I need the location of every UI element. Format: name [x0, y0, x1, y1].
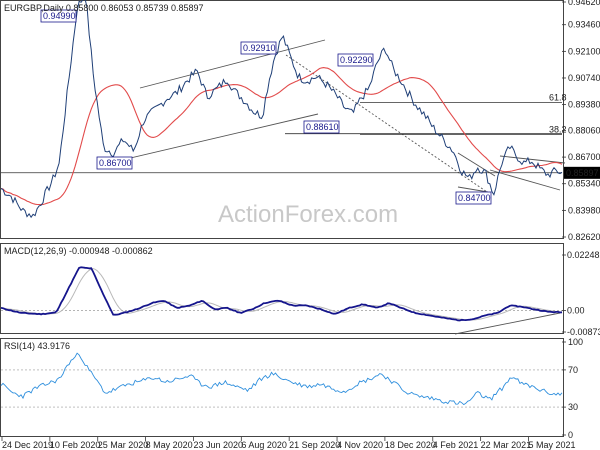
price-header: EURGBP,Daily 0.85800 0.86053 0.85739 0.8… — [4, 3, 204, 13]
price-y-tick-label: 0.90740 — [568, 73, 600, 83]
flag-lower-line — [489, 169, 561, 191]
price-annotation-label: 0.92910 — [243, 43, 276, 53]
rsi-panel — [0, 338, 564, 437]
price-annotation-label: 0.84700 — [458, 193, 491, 203]
x-tick-label: 5 May 2021 — [528, 440, 575, 450]
x-tick-label: 4 Nov 2020 — [337, 440, 383, 450]
price-y-tick-label: 0.94620 — [568, 0, 600, 7]
x-tick-label: 22 Mar 2021 — [481, 440, 532, 450]
moving-average-line — [0, 67, 563, 206]
descending-upper-line — [457, 152, 496, 177]
trend-channels — [104, 39, 566, 335]
price-annotation-box — [96, 156, 133, 170]
rsi-header: RSI(14) 43.9176 — [4, 341, 70, 351]
price-annotation-label: 0.88610 — [306, 122, 339, 132]
watermark: ActionForex.com — [218, 201, 398, 228]
price-y-tick-label: 0.85340 — [568, 179, 600, 189]
price-y-tick-label: 0.88060 — [568, 125, 600, 135]
upper-channel-line — [139, 39, 326, 89]
rsi-lines — [0, 352, 563, 406]
descending-box-line — [457, 186, 489, 193]
macd-line — [0, 266, 563, 322]
x-tick-label: 8 May 2020 — [146, 440, 193, 450]
price-lines — [0, 0, 563, 219]
x-tick-label: 18 Dec 2020 — [385, 440, 436, 450]
rsi-y-tick-label: 100 — [568, 337, 583, 347]
x-tick-label: 24 Dec 2019 — [2, 440, 53, 450]
x-tick-label: 21 Sep 2020 — [289, 440, 340, 450]
price-annotation-box — [303, 120, 340, 134]
price-line — [0, 0, 563, 219]
flag-upper-line — [499, 155, 566, 164]
fib-level-label: 38.2 — [549, 124, 567, 134]
fib-level-label: 61.8 — [549, 93, 567, 103]
falling-dotted-line — [285, 54, 491, 195]
last-price-label: 0.85897 — [566, 168, 599, 178]
price-annotation-box — [455, 191, 492, 205]
x-tick-label: 25 Mar 2020 — [98, 440, 149, 450]
price-y-tick-label: 0.83980 — [568, 205, 600, 215]
x-tick-label: 10 Feb 2020 — [50, 440, 101, 450]
price-y-tick-label: 0.93460 — [568, 20, 600, 30]
price-annotation-label: 0.92290 — [340, 55, 373, 65]
macd-header: MACD(12,26,9) -0.000948 -0.000862 — [4, 246, 153, 256]
annotations: 0.94990 0.92910 0.92290 0.88610 0.86700 0.847… — [40, 9, 492, 205]
rsi-line — [0, 352, 563, 406]
macd-lines — [0, 266, 563, 322]
price-annotation-box — [240, 41, 277, 55]
x-tick-label: 6 Aug 2020 — [241, 440, 287, 450]
macd-trendline — [454, 312, 561, 335]
last-price-badge — [564, 166, 600, 179]
x-tick-label: 23 Jun 2020 — [193, 440, 243, 450]
macd-panel — [0, 243, 564, 334]
rsi-y-tick-label: 70 — [568, 365, 578, 375]
price-y-tick-label: 0.82620 — [568, 232, 600, 242]
price-y-tick-label: 0.92100 — [568, 46, 600, 56]
macd-y-tick-label: 0.022482 — [567, 250, 600, 260]
x-tick-label: 4 Feb 2021 — [433, 440, 479, 450]
price-annotation-box — [40, 9, 77, 23]
rsi-y-tick-label: 0 — [568, 430, 573, 440]
price-annotation-box — [337, 53, 374, 67]
price-annotation-label: 0.86700 — [99, 158, 132, 168]
lower-channel-line — [104, 113, 319, 165]
price-annotation-label: 0.94990 — [43, 11, 76, 21]
price-y-tick-label: 0.86700 — [568, 152, 600, 162]
grid: 61.8 38.2 — [1, 93, 567, 408]
macd-y-tick-label: 0.00 — [567, 305, 585, 315]
macd-y-tick-label: -0.008736 — [567, 327, 600, 337]
rsi-y-tick-label: 30 — [568, 402, 578, 412]
price-y-tick-label: 0.89380 — [568, 100, 600, 110]
